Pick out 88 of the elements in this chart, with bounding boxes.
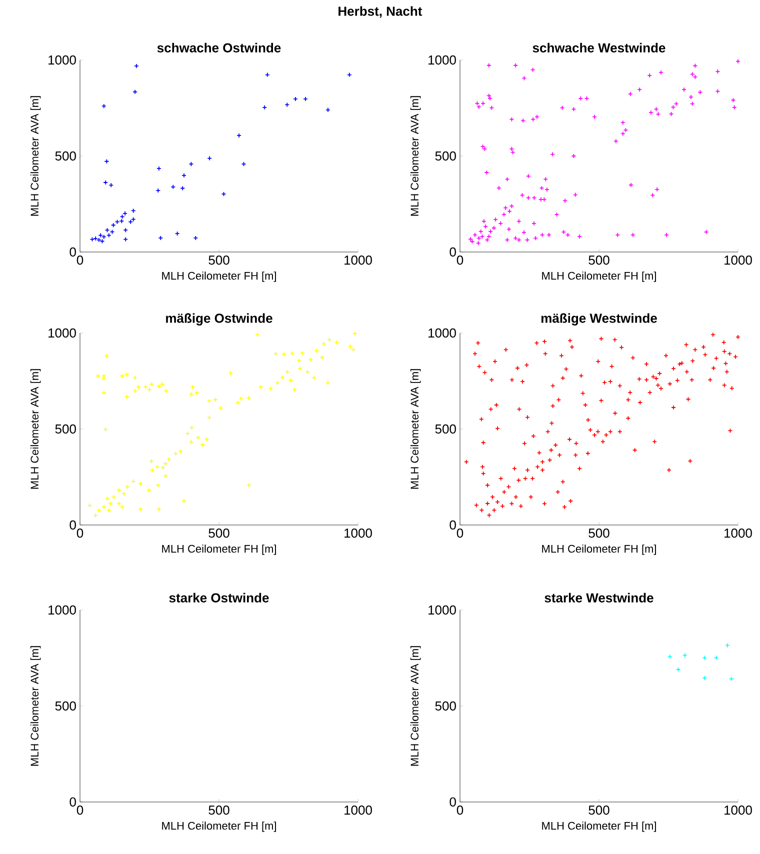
y-tick-label: 1000 bbox=[428, 55, 456, 65]
y-axis-title: MLH Ceilometer AVA [m] bbox=[410, 646, 421, 766]
x-axis-title: MLH Ceilometer FH [m] bbox=[542, 822, 656, 832]
point bbox=[101, 104, 106, 109]
x-axis-title: MLH Ceilometer FH [m] bbox=[542, 272, 656, 282]
y-tick-label: 0 bbox=[70, 797, 76, 807]
y-axis-title: MLH Ceilometer AVA [m] bbox=[30, 646, 41, 766]
point bbox=[96, 237, 102, 242]
x-tick-label: 1000 bbox=[724, 806, 752, 815]
y-tick-label: 1000 bbox=[48, 55, 76, 65]
x-axis-title: MLH Ceilometer FH [m] bbox=[162, 822, 276, 832]
point bbox=[110, 222, 116, 228]
point bbox=[132, 89, 138, 94]
x-axis-title: MLH Ceilometer FH [m] bbox=[162, 272, 276, 282]
y-tick-label: 1000 bbox=[428, 328, 456, 338]
x-tick-label: 0 bbox=[456, 256, 464, 265]
point bbox=[724, 642, 730, 648]
y-axis-title: MLH Ceilometer AVA [m] bbox=[410, 369, 421, 489]
point bbox=[292, 96, 298, 102]
y-tick-label: 500 bbox=[55, 424, 76, 434]
point bbox=[103, 180, 108, 185]
point bbox=[108, 182, 114, 188]
point bbox=[182, 172, 186, 178]
x-tick-label: 500 bbox=[588, 256, 610, 265]
point bbox=[188, 162, 194, 167]
x-tick-label: 0 bbox=[76, 256, 84, 265]
point bbox=[236, 133, 242, 138]
point bbox=[262, 104, 268, 110]
y-tick-label: 0 bbox=[450, 797, 456, 807]
y-tick-label: 500 bbox=[435, 424, 456, 434]
y-tick-label: 0 bbox=[450, 520, 456, 530]
x-tick-label: 1000 bbox=[344, 528, 372, 538]
point bbox=[123, 228, 128, 233]
text: Herbst, Nacht bbox=[338, 6, 422, 18]
x-axis-title: MLH Ceilometer FH [m] bbox=[162, 544, 276, 555]
x-tick-label: 0 bbox=[456, 528, 464, 538]
point bbox=[119, 218, 124, 224]
point bbox=[728, 676, 734, 682]
chart-title: starke Westwinde bbox=[544, 592, 654, 602]
x-tick-label: 1000 bbox=[724, 256, 752, 265]
point bbox=[123, 236, 128, 242]
point bbox=[193, 236, 198, 240]
point bbox=[702, 655, 708, 660]
chart-title: mäßige Westwinde bbox=[541, 313, 657, 326]
x-tick-label: 500 bbox=[208, 256, 230, 265]
y-tick-label: 500 bbox=[435, 701, 456, 711]
point bbox=[326, 107, 330, 112]
y-tick-label: 1000 bbox=[48, 328, 76, 338]
y-axis-title: MLH Ceilometer AVA [m] bbox=[30, 369, 41, 489]
x-tick-label: 0 bbox=[456, 806, 464, 815]
chart-title: schwache Ostwinde bbox=[157, 42, 281, 52]
point bbox=[130, 216, 136, 222]
y-tick-label: 500 bbox=[55, 151, 76, 161]
point bbox=[303, 96, 308, 102]
x-tick-label: 0 bbox=[76, 528, 84, 538]
point bbox=[104, 158, 110, 164]
point bbox=[134, 64, 139, 68]
chart-title: schwache Westwinde bbox=[532, 42, 666, 52]
y-tick-label: 0 bbox=[70, 247, 76, 257]
point bbox=[128, 219, 134, 224]
point bbox=[702, 676, 708, 680]
x-tick-label: 500 bbox=[588, 528, 610, 538]
x-tick-label: 1000 bbox=[344, 256, 372, 265]
point bbox=[682, 652, 688, 658]
point bbox=[158, 236, 164, 240]
y-tick-label: 500 bbox=[55, 701, 76, 711]
chart-title: starke Ostwinde bbox=[169, 592, 269, 602]
point bbox=[714, 655, 719, 660]
x-tick-label: 0 bbox=[76, 806, 84, 815]
y-tick-label: 0 bbox=[450, 247, 456, 257]
x-tick-label: 1000 bbox=[344, 806, 372, 815]
x-tick-label: 1000 bbox=[724, 528, 752, 538]
y-axis-title: MLH Ceilometer AVA [m] bbox=[410, 96, 421, 216]
point bbox=[170, 184, 176, 190]
x-tick-label: 500 bbox=[588, 806, 610, 815]
chart-title: mäßige Ostwinde bbox=[166, 313, 272, 326]
y-tick-label: 500 bbox=[435, 151, 456, 161]
y-axis-title: MLH Ceilometer AVA [m] bbox=[30, 96, 41, 216]
x-axis-title: MLH Ceilometer FH [m] bbox=[542, 544, 656, 555]
point bbox=[101, 234, 106, 240]
y-tick-label: 1000 bbox=[48, 605, 76, 615]
y-tick-label: 0 bbox=[70, 520, 76, 530]
point bbox=[156, 166, 162, 171]
y-tick-label: 1000 bbox=[428, 605, 456, 615]
x-tick-label: 500 bbox=[208, 806, 230, 815]
point bbox=[122, 210, 128, 216]
x-tick-label: 500 bbox=[208, 528, 230, 538]
point bbox=[667, 654, 672, 660]
